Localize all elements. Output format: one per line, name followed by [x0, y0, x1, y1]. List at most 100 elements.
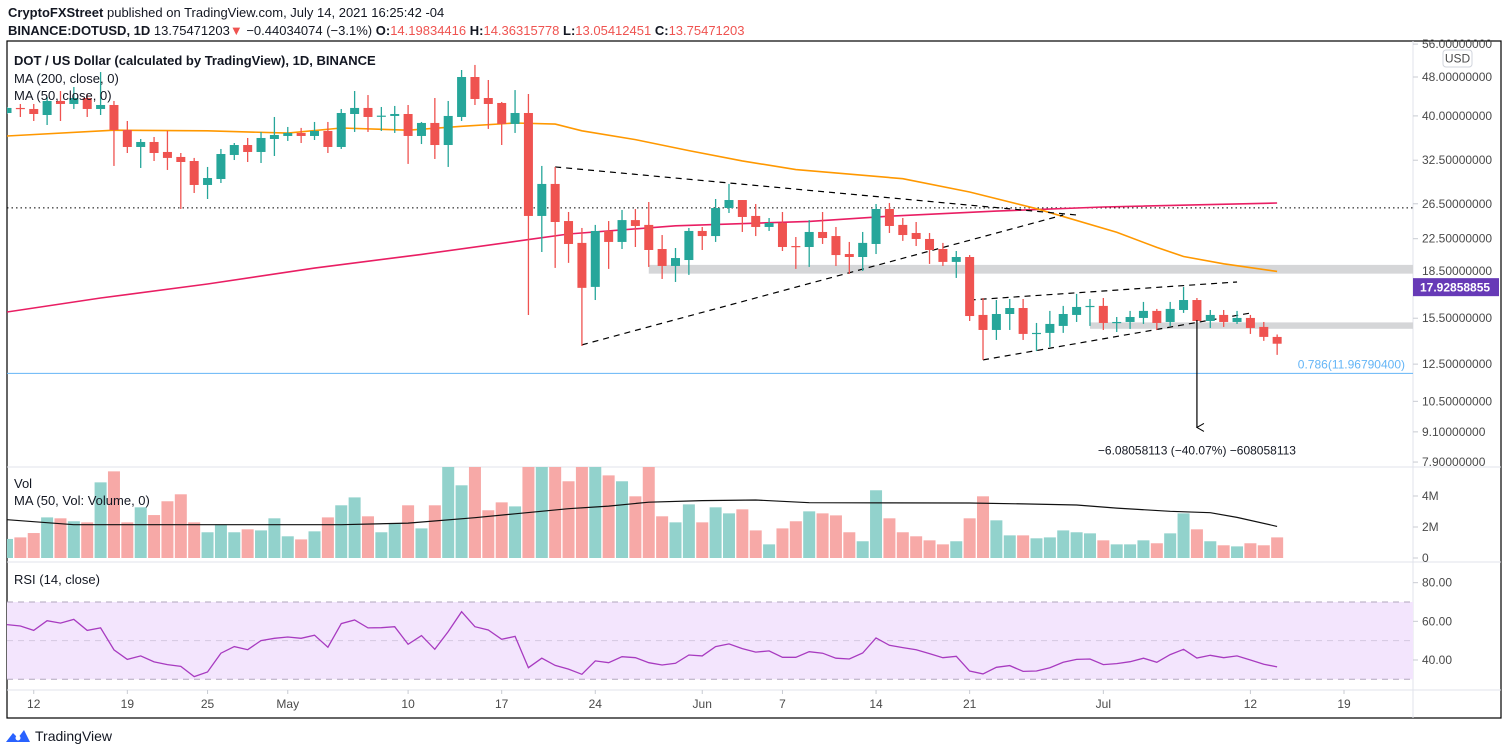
- candle-body[interactable]: [751, 215, 761, 227]
- candle-body[interactable]: [564, 221, 574, 244]
- candle-body[interactable]: [1138, 310, 1148, 318]
- volume-bar[interactable]: [81, 522, 94, 558]
- volume-bar[interactable]: [549, 450, 562, 559]
- candle-body[interactable]: [82, 98, 92, 109]
- volume-bar[interactable]: [1150, 543, 1163, 558]
- volume-bar[interactable]: [161, 501, 174, 558]
- volume-bar[interactable]: [415, 528, 428, 558]
- volume-bar[interactable]: [1190, 529, 1203, 558]
- volume-bar[interactable]: [455, 485, 468, 558]
- volume-bar[interactable]: [1097, 540, 1110, 558]
- volume-bar[interactable]: [736, 509, 749, 558]
- candle-body[interactable]: [29, 108, 39, 114]
- candle-body[interactable]: [323, 130, 333, 147]
- candle-body[interactable]: [363, 107, 373, 117]
- candle-body[interactable]: [537, 183, 547, 216]
- volume-bar[interactable]: [1177, 513, 1190, 558]
- candle-body[interactable]: [1179, 300, 1189, 310]
- candle-body[interactable]: [55, 100, 65, 104]
- candle-body[interactable]: [684, 230, 694, 261]
- candle-body[interactable]: [697, 230, 707, 237]
- volume-bar[interactable]: [856, 541, 869, 558]
- candle-body[interactable]: [42, 100, 52, 116]
- volume-bar[interactable]: [255, 530, 268, 558]
- volume-bar[interactable]: [535, 434, 548, 558]
- volume-bar[interactable]: [870, 490, 883, 558]
- candle-body[interactable]: [1058, 313, 1068, 326]
- volume-bar[interactable]: [1231, 546, 1244, 558]
- dashed-trendline[interactable]: [982, 312, 1251, 361]
- volume-bar[interactable]: [348, 497, 361, 558]
- volume-bar[interactable]: [41, 517, 54, 558]
- candle-body[interactable]: [1165, 308, 1175, 322]
- volume-bar[interactable]: [402, 505, 415, 558]
- volume-bar[interactable]: [1244, 543, 1257, 558]
- volume-bar[interactable]: [321, 517, 334, 558]
- volume-bar[interactable]: [642, 462, 655, 558]
- volume-bar[interactable]: [1164, 533, 1177, 558]
- volume-bar[interactable]: [963, 518, 976, 558]
- candle-body[interactable]: [497, 102, 507, 124]
- volume-bar[interactable]: [589, 457, 602, 558]
- measure-tool[interactable]: −6.08058113 (−40.07%) −608058113: [1098, 320, 1296, 457]
- candle-body[interactable]: [791, 246, 801, 248]
- candle-body[interactable]: [283, 132, 293, 136]
- candle-body[interactable]: [510, 112, 520, 124]
- candle-body[interactable]: [122, 129, 132, 147]
- candle-body[interactable]: [136, 141, 146, 147]
- volume-bar[interactable]: [1030, 538, 1043, 558]
- candle-body[interactable]: [1245, 317, 1255, 328]
- candle-body[interactable]: [991, 313, 1001, 330]
- candle-body[interactable]: [229, 145, 239, 155]
- price-marker[interactable]: [1413, 278, 1499, 297]
- volume-bar[interactable]: [1110, 544, 1123, 558]
- candle-body[interactable]: [69, 98, 79, 104]
- candle-body[interactable]: [1072, 306, 1082, 315]
- candle-body[interactable]: [310, 130, 320, 136]
- volume-bar[interactable]: [669, 522, 682, 558]
- candle-body[interactable]: [483, 98, 493, 104]
- candle-body[interactable]: [844, 254, 854, 257]
- volume-bar[interactable]: [1057, 530, 1070, 558]
- candle-body[interactable]: [1005, 308, 1015, 314]
- volume-bar[interactable]: [228, 532, 241, 558]
- volume-bar[interactable]: [936, 544, 949, 558]
- candle-body[interactable]: [1232, 317, 1242, 322]
- volume-bar[interactable]: [709, 507, 722, 558]
- volume-bar[interactable]: [843, 532, 856, 558]
- candle-body[interactable]: [216, 154, 226, 180]
- candle-body[interactable]: [657, 248, 667, 266]
- candle-body[interactable]: [176, 156, 186, 162]
- candle-body[interactable]: [764, 222, 774, 227]
- candle-body[interactable]: [1205, 314, 1215, 321]
- legend-ma50[interactable]: MA (50, close, 0): [14, 88, 112, 103]
- volume-bar[interactable]: [656, 516, 669, 558]
- candle-body[interactable]: [871, 208, 881, 244]
- candle-body[interactable]: [523, 112, 533, 216]
- volume-bar[interactable]: [910, 536, 923, 558]
- volume-bar[interactable]: [495, 502, 508, 558]
- currency-button[interactable]: [1442, 49, 1473, 68]
- candle-body[interactable]: [109, 104, 119, 130]
- candle-body[interactable]: [978, 314, 988, 330]
- volume-bar[interactable]: [67, 521, 80, 558]
- candle-body[interactable]: [416, 122, 426, 136]
- candle-body[interactable]: [925, 238, 935, 250]
- candle-body[interactable]: [1031, 332, 1041, 335]
- volume-bar[interactable]: [575, 442, 588, 558]
- candle-body[interactable]: [243, 145, 253, 152]
- volume-bar[interactable]: [241, 529, 254, 558]
- legend-rsi[interactable]: RSI (14, close): [14, 572, 100, 587]
- volume-bar[interactable]: [602, 475, 615, 558]
- volume-bar[interactable]: [14, 537, 27, 558]
- volume-bar[interactable]: [1124, 544, 1137, 558]
- candle-body[interactable]: [296, 132, 306, 136]
- volume-bar[interactable]: [896, 532, 909, 558]
- candle-body[interactable]: [724, 200, 734, 209]
- candle-body[interactable]: [1152, 310, 1162, 323]
- volume-bar[interactable]: [1271, 537, 1284, 558]
- volume-bar[interactable]: [616, 481, 629, 558]
- volume-bar[interactable]: [763, 544, 776, 558]
- candle-body[interactable]: [376, 115, 386, 117]
- candle-body[interactable]: [189, 161, 199, 185]
